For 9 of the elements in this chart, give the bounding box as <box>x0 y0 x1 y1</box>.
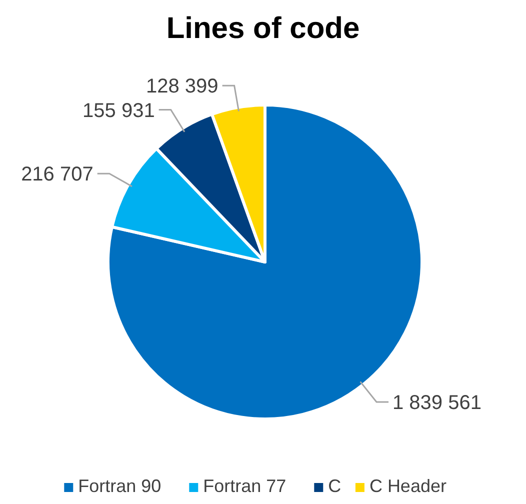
data-label: 1 839 561 <box>392 392 482 414</box>
chart-title: Lines of code <box>166 12 360 45</box>
legend-label: C <box>328 476 342 496</box>
data-label: 216 707 <box>21 164 94 186</box>
legend-label: Fortran 77 <box>203 476 286 496</box>
data-label: 155 931 <box>82 100 155 122</box>
legend-label: Fortran 90 <box>78 476 162 496</box>
legend-label: C Header <box>369 476 446 496</box>
data-label: 128 399 <box>146 76 218 98</box>
